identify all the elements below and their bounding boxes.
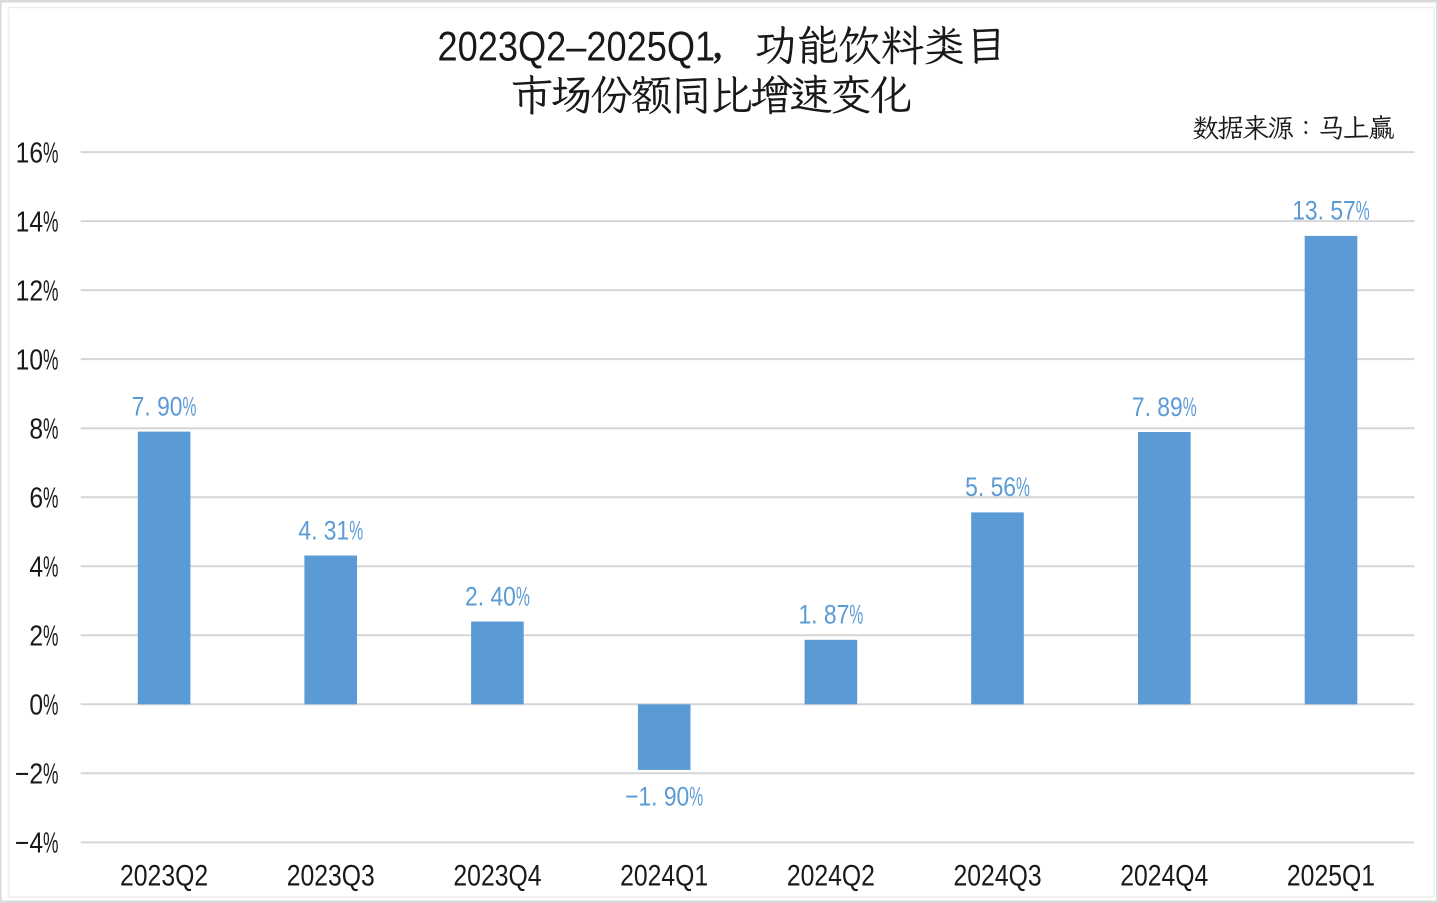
svg-text:%: % [349,515,363,546]
svg-text:12: 12 [16,274,43,306]
svg-text:%: % [689,781,703,812]
svg-text:%: % [43,275,58,308]
svg-text:%: % [516,581,530,612]
svg-text:2024Q3: 2024Q3 [954,858,1042,892]
svg-text:2023Q2: 2023Q2 [120,858,208,892]
svg-text:13. 57: 13. 57 [1292,196,1356,226]
svg-text:2023Q2–2025Q1: 2023Q2–2025Q1 [438,24,716,70]
svg-text:2023Q4: 2023Q4 [453,858,541,892]
svg-text:16: 16 [16,136,43,168]
svg-text:−1. 90: −1. 90 [625,782,689,812]
svg-text:%: % [43,620,58,653]
svg-text:6: 6 [29,482,43,514]
svg-text:%: % [43,827,58,860]
svg-text:2023Q3: 2023Q3 [287,858,375,892]
svg-text:2. 40: 2. 40 [465,582,516,612]
svg-text:2024Q1: 2024Q1 [620,858,708,892]
svg-text:7. 90: 7. 90 [132,392,183,422]
svg-text:0: 0 [29,689,43,721]
svg-text:4. 31: 4. 31 [298,516,349,546]
svg-text:%: % [43,551,58,584]
svg-text:2024Q2: 2024Q2 [787,858,875,892]
svg-text:10: 10 [16,343,43,375]
svg-text:%: % [849,599,863,630]
svg-text:7. 89: 7. 89 [1132,392,1183,422]
svg-text:%: % [183,391,197,422]
svg-text:%: % [43,206,58,239]
svg-text:%: % [1016,472,1030,503]
svg-text:1. 87: 1. 87 [798,600,849,630]
svg-text:%: % [43,413,58,446]
svg-text:14: 14 [16,205,43,237]
svg-text:%: % [1183,391,1197,422]
svg-text:4: 4 [29,551,43,583]
svg-text:%: % [43,689,58,722]
svg-text:2025Q1: 2025Q1 [1287,858,1375,892]
svg-text:2024Q4: 2024Q4 [1120,858,1208,892]
svg-text:−2: −2 [15,758,43,790]
svg-text:%: % [43,758,58,791]
svg-text:−4: −4 [15,827,43,859]
svg-text:%: % [1356,195,1370,226]
svg-text:%: % [43,482,58,515]
svg-text:8: 8 [29,413,43,445]
svg-text:%: % [43,344,58,377]
svg-text:5. 56: 5. 56 [965,472,1016,502]
svg-text:2: 2 [29,620,43,652]
svg-text:%: % [43,137,58,170]
